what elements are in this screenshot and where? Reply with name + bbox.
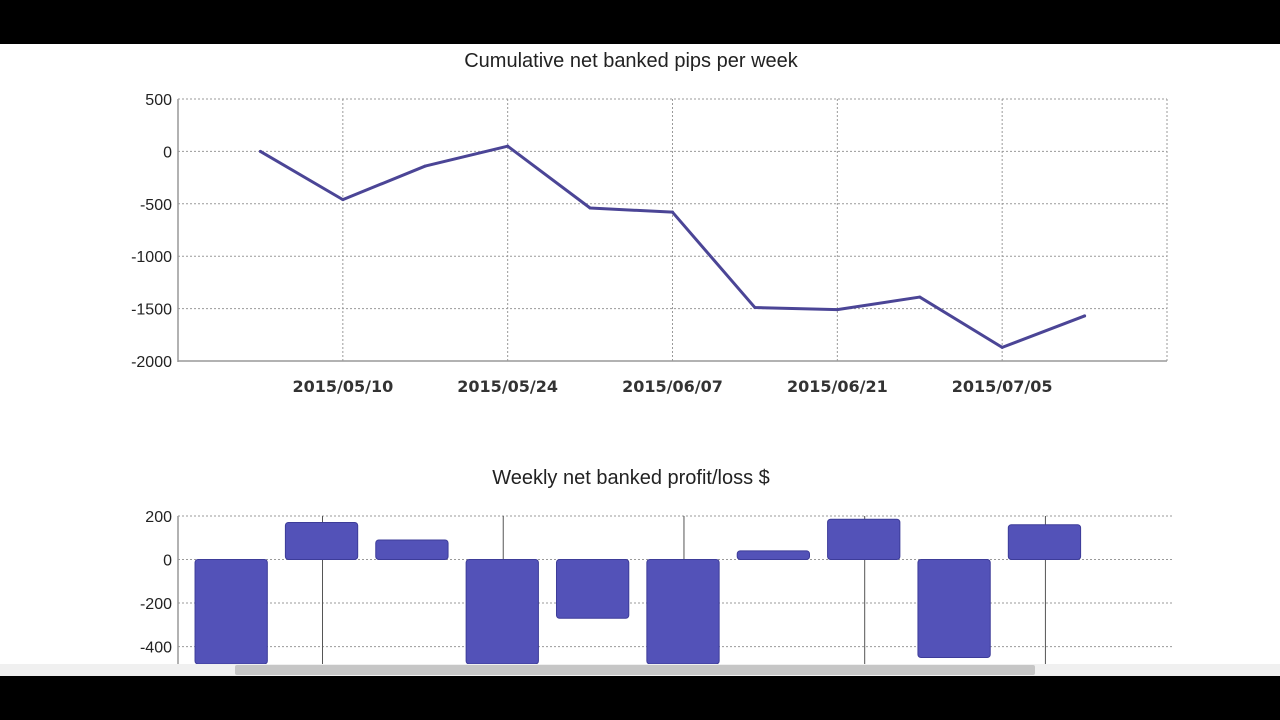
line-point	[753, 306, 757, 310]
line-point	[423, 164, 427, 168]
line-ytick-label: -2000	[131, 354, 172, 371]
line-point	[1083, 314, 1087, 318]
line-point	[1000, 345, 1004, 349]
line-chart-axes	[177, 99, 1167, 362]
bar	[194, 559, 268, 665]
line-ytick-label: -1500	[131, 302, 172, 319]
line-ytick-label: 0	[163, 144, 172, 161]
bar-ytick-label: 200	[145, 509, 172, 526]
line-point	[671, 210, 674, 214]
bar-chart-yticks: 200 0 -200 -400	[140, 509, 172, 657]
chart-viewport: Cumulative net banked pips per week 500 0…	[0, 44, 1280, 676]
line-xtick-label: 2015/07/05	[952, 377, 1053, 396]
line-point	[835, 308, 839, 312]
bar	[917, 559, 991, 658]
scrollbar-thumb[interactable]	[235, 665, 1035, 675]
line-ytick-label: -500	[140, 197, 172, 214]
line-ytick-label: 500	[145, 92, 172, 109]
bar-chart: Weekly net banked profit/loss $ 200 0 -200…	[140, 467, 1172, 665]
horizontal-scrollbar[interactable]	[0, 664, 1280, 676]
line-chart-vgrid	[342, 99, 1168, 361]
bar-ytick-label: 0	[163, 553, 172, 570]
line-chart-hgrid	[178, 98, 1167, 362]
line-point	[506, 144, 510, 148]
line-point	[918, 295, 922, 299]
line-chart-xticks: 2015/05/10 2015/05/24 2015/06/07 2015/06/21…	[292, 377, 1052, 396]
bar-chart-bars	[194, 518, 1082, 665]
bar	[465, 559, 539, 665]
line-chart: Cumulative net banked pips per week 500 0…	[131, 50, 1168, 396]
bar	[1007, 524, 1082, 561]
line-xtick-label: 2015/05/10	[292, 377, 393, 396]
bar-chart-title: Weekly net banked profit/loss $	[492, 467, 770, 489]
bar-ytick-label: -400	[140, 640, 172, 657]
line-xtick-label: 2015/06/21	[787, 377, 888, 396]
bar	[827, 518, 901, 561]
line-point	[588, 206, 592, 210]
charts-svg: Cumulative net banked pips per week 500 0…	[131, 50, 1172, 665]
line-chart-yticks: 500 0 -500 -1000 -1500 -2000	[131, 92, 172, 371]
line-xtick-label: 2015/06/07	[622, 377, 723, 396]
bar	[284, 522, 359, 561]
line-chart-title: Cumulative net banked pips per week	[464, 50, 799, 72]
line-point	[341, 198, 345, 202]
bar-ytick-label: -200	[140, 596, 172, 613]
line-point	[258, 149, 262, 153]
bar	[646, 559, 720, 665]
line-xtick-label: 2015/05/24	[457, 377, 558, 396]
line-ytick-label: -1000	[131, 249, 172, 266]
bar	[375, 539, 449, 561]
line-chart-series	[258, 144, 1087, 349]
bar	[555, 559, 630, 619]
bar	[736, 550, 811, 561]
